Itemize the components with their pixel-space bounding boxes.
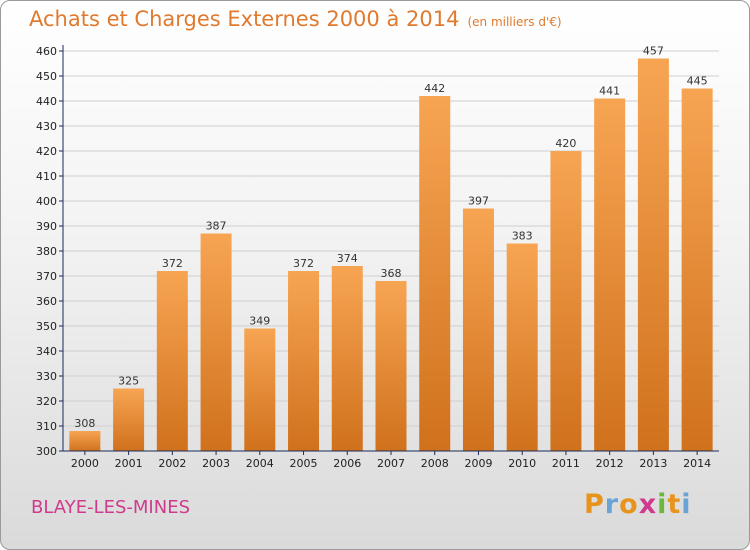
data-label: 420 <box>555 137 576 150</box>
data-label: 372 <box>293 257 314 270</box>
y-tick-label: 390 <box>36 220 57 233</box>
x-tick-label: 2007 <box>377 457 405 470</box>
x-tick-label: 2006 <box>333 457 361 470</box>
x-tick-label: 2010 <box>508 457 536 470</box>
bar <box>200 233 232 451</box>
bar <box>288 271 320 451</box>
logo-letter: r <box>604 489 620 520</box>
bar <box>594 98 626 451</box>
bar <box>244 328 276 451</box>
bar <box>156 271 188 451</box>
data-label: 308 <box>74 417 95 430</box>
y-tick-label: 330 <box>36 370 57 383</box>
x-tick-label: 2000 <box>71 457 99 470</box>
logo-letter: o <box>619 489 639 520</box>
data-label: 383 <box>512 230 533 243</box>
y-tick-label: 420 <box>36 145 57 158</box>
chart-title: Achats et Charges Externes 2000 à 2014 (e… <box>29 7 562 31</box>
data-label: 445 <box>687 75 708 88</box>
y-tick-label: 310 <box>36 420 57 433</box>
bar <box>69 431 101 451</box>
y-tick-label: 450 <box>36 70 57 83</box>
logo-letter: i <box>657 489 668 520</box>
data-label: 372 <box>162 257 183 270</box>
y-tick-label: 340 <box>36 345 57 358</box>
data-label: 457 <box>643 45 664 58</box>
y-tick-label: 430 <box>36 120 57 133</box>
logo-letter: i <box>681 489 692 520</box>
x-tick-label: 2009 <box>464 457 492 470</box>
x-tick-label: 2003 <box>202 457 230 470</box>
data-label: 368 <box>381 267 402 280</box>
y-tick-label: 370 <box>36 270 57 283</box>
bar <box>419 96 451 451</box>
data-label: 441 <box>599 85 620 98</box>
data-label: 387 <box>206 220 227 233</box>
bar <box>550 151 582 451</box>
x-tick-label: 2012 <box>596 457 624 470</box>
logo-letter: t <box>667 489 682 520</box>
bar <box>375 281 407 451</box>
x-tick-label: 2013 <box>639 457 667 470</box>
y-tick-label: 360 <box>36 295 57 308</box>
logo-letter: P <box>584 489 605 520</box>
logo-letter: x <box>638 489 658 520</box>
bar <box>506 243 538 451</box>
bar <box>637 58 669 451</box>
y-tick-label: 320 <box>36 395 57 408</box>
y-tick-label: 400 <box>36 195 57 208</box>
bar <box>331 266 363 451</box>
y-tick-label: 410 <box>36 170 57 183</box>
x-tick-label: 2011 <box>552 457 580 470</box>
bar <box>462 208 494 451</box>
x-tick-label: 2005 <box>290 457 318 470</box>
y-tick-label: 300 <box>36 445 57 458</box>
bar <box>113 388 145 451</box>
data-label: 397 <box>468 195 489 208</box>
data-label: 374 <box>337 252 358 265</box>
y-tick-label: 440 <box>36 95 57 108</box>
x-tick-label: 2014 <box>683 457 711 470</box>
bar <box>681 88 713 451</box>
x-tick-label: 2002 <box>158 457 186 470</box>
chart-title-text: Achats et Charges Externes 2000 à 2014 <box>29 7 460 31</box>
x-tick-label: 2004 <box>246 457 274 470</box>
y-tick-label: 350 <box>36 320 57 333</box>
data-label: 442 <box>424 82 445 95</box>
x-tick-label: 2001 <box>115 457 143 470</box>
location-name: BLAYE-LES-MINES <box>31 497 190 518</box>
data-label: 325 <box>118 375 139 388</box>
proxiti-logo: Proxiti <box>584 489 692 520</box>
data-label: 349 <box>249 315 270 328</box>
x-tick-label: 2008 <box>421 457 449 470</box>
y-tick-label: 460 <box>36 45 57 58</box>
chart-subtitle: (en milliers d'€) <box>467 15 562 29</box>
y-tick-label: 380 <box>36 245 57 258</box>
